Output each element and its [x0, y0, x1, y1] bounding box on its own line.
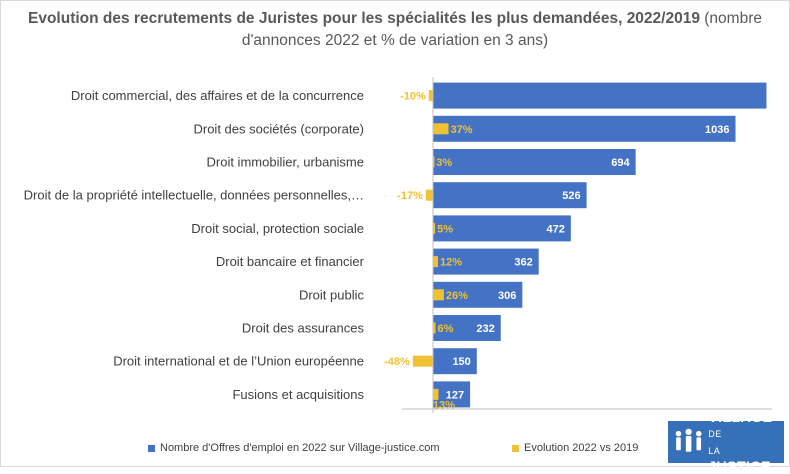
bar-evolution	[433, 123, 449, 135]
bar-evolution	[433, 388, 439, 400]
legend-label-offers: Nombre d'Offres d'emploi en 2022 sur Vil…	[160, 442, 440, 454]
bar-evolution	[433, 222, 436, 234]
logo-de: DE	[708, 429, 722, 439]
bar-offers	[433, 149, 636, 175]
bar-evolution-value: 37%	[451, 124, 473, 136]
category-label: Droit international et de l’Union europé…	[113, 354, 364, 369]
bar-offers-value: 362	[514, 257, 532, 269]
bar-evolution-value: 3%	[436, 157, 452, 169]
bar-evolution-value: -48%	[384, 356, 410, 368]
bar-evolution-value: 12%	[440, 257, 462, 269]
chart-title-bold: Evolution des recrutements de Juristes p…	[28, 10, 700, 27]
bar-offers	[433, 82, 767, 109]
bar-offers	[433, 215, 571, 242]
bar-offers	[433, 315, 501, 341]
bar-evolution	[425, 189, 433, 201]
bar-offers-value: 1036	[705, 124, 729, 136]
logo-village: VILLAGE	[708, 409, 773, 425]
category-label: Fusions et acquisitions	[232, 387, 364, 402]
bar-offers	[433, 248, 539, 275]
category-label: Droit bancaire et financier	[216, 254, 365, 269]
logo-la: LA	[708, 446, 721, 456]
logo-justice: JUSTICE	[708, 458, 771, 474]
bar-evolution	[433, 256, 439, 268]
bar-offers-value: 526	[562, 190, 580, 202]
bar-evolution-value: 13%	[433, 399, 455, 411]
chart-title-subtitle: (nombre d'annonces 2022 et % de variatio…	[241, 10, 762, 49]
bar-evolution-value: -17%	[397, 190, 423, 202]
village-de-la-justice-logo: VILLAGE DE LA JUSTICE	[668, 410, 784, 474]
category-label: Droit immobilier, urbanisme	[207, 155, 365, 170]
bar-offers-value: 127	[446, 389, 464, 401]
bar-offers	[433, 182, 587, 209]
bar-offers-value: 472	[546, 223, 564, 235]
legend-swatch-evolution	[512, 444, 519, 452]
bar-offers	[433, 281, 523, 308]
category-label: Droit commercial, des affaires et de la …	[71, 88, 364, 103]
bar-offers-value: 232	[476, 323, 494, 335]
legend-item-offers: Nombre d'Offres d'emploi en 2022 sur Vil…	[148, 442, 440, 454]
bar-evolution-value: -10%	[400, 91, 426, 103]
category-label: Droit public	[299, 287, 365, 302]
chart-legend: Nombre d'Offres d'emploi en 2022 sur Vil…	[0, 442, 790, 460]
legend-swatch-offers	[148, 444, 155, 452]
bar-evolution	[412, 355, 433, 367]
category-label: Droit des sociétés (corporate)	[193, 121, 364, 136]
bar-offers	[433, 381, 471, 408]
people-icon	[675, 428, 702, 452]
bar-offers-value: 150	[452, 356, 470, 368]
bar-evolution-value: 6%	[438, 323, 454, 335]
bar-offers	[433, 115, 736, 142]
legend-label-evolution: Evolution 2022 vs 2019	[524, 442, 639, 454]
legend-item-evolution: Evolution 2022 vs 2019	[512, 442, 638, 454]
bar-offers-value: 694	[611, 157, 630, 169]
bar-offers-value: 306	[498, 290, 516, 302]
chart-title: Evolution des recrutements de Juristes p…	[0, 8, 790, 52]
category-label: Droit de la propriété intellectuelle, do…	[24, 188, 364, 203]
bar-evolution-value: 5%	[437, 223, 453, 235]
bar-evolution-value: 26%	[446, 290, 468, 302]
category-label: Droit des assurances	[242, 321, 365, 336]
bar-evolution	[433, 289, 444, 301]
category-label: Droit social, protection sociale	[191, 221, 364, 236]
bar-evolution	[433, 322, 436, 334]
bar-evolution	[428, 90, 433, 102]
bar-offers	[433, 348, 477, 375]
bar-evolution	[433, 156, 435, 168]
